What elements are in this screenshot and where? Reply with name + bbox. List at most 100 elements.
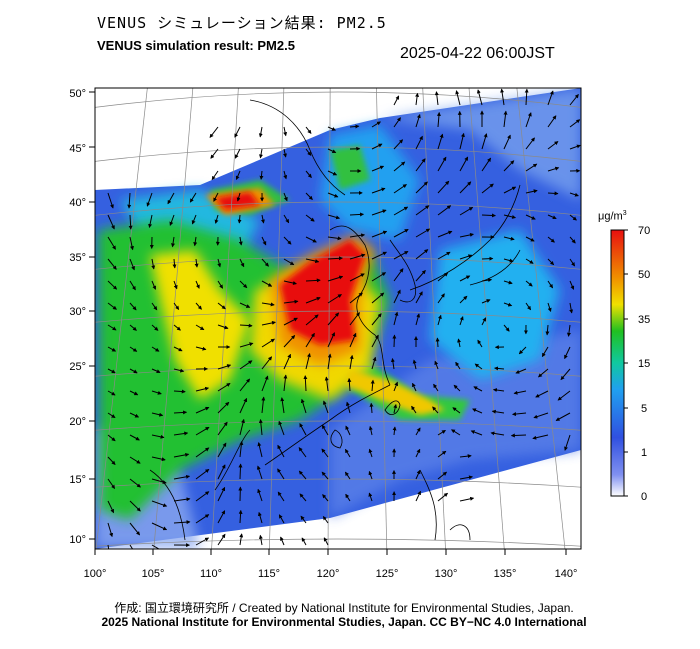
wind-arrow	[322, 494, 329, 502]
wind-arrow	[415, 113, 421, 128]
wind-arrow	[477, 339, 483, 348]
philippines-coast	[419, 469, 471, 541]
longitude-line	[95, 88, 148, 549]
colorbar-label: 70	[638, 225, 650, 237]
colorbar-label: 35	[638, 314, 650, 326]
wind-arrow	[327, 256, 343, 261]
wind-arrow	[437, 133, 444, 150]
latitude-line	[95, 256, 581, 270]
wind-arrow	[277, 491, 285, 502]
wind-arrow	[191, 214, 197, 225]
wind-arrow	[129, 434, 140, 441]
wind-arrow	[217, 382, 231, 392]
wind-arrow	[349, 354, 354, 370]
wind-arrow	[173, 368, 185, 373]
wind-arrow	[415, 92, 420, 106]
copyright-line: 2025 National Institute for Environmenta…	[101, 615, 587, 629]
wind-arrow	[129, 346, 138, 352]
colorbar-label: 50	[638, 269, 650, 281]
wind-arrow	[107, 302, 117, 310]
wind-arrow	[195, 324, 205, 331]
wind-arrow	[107, 522, 114, 538]
wind-arrow	[368, 492, 373, 502]
wind-arrow	[547, 115, 557, 128]
wind-arrow	[148, 214, 153, 229]
wind-arrow	[371, 121, 381, 128]
wind-arrow	[569, 236, 576, 244]
wind-arrow	[349, 253, 366, 260]
red-core	[280, 240, 365, 345]
wind-arrow	[280, 536, 285, 546]
wind-arrow	[345, 425, 351, 436]
wind-arrow	[107, 236, 116, 250]
wind-arrow	[349, 124, 360, 129]
wind-arrow	[451, 429, 461, 436]
wind-arrow	[195, 468, 210, 480]
wind-arrow	[327, 294, 342, 304]
longitude-line	[211, 88, 239, 549]
wind-arrow	[261, 356, 273, 370]
wind-arrow	[437, 450, 447, 458]
graticule	[95, 88, 581, 549]
wind-arrow	[525, 280, 533, 287]
wind-arrow	[503, 186, 517, 194]
wind-arrow	[305, 314, 319, 326]
latitude-line	[95, 365, 581, 377]
latitude-line	[95, 91, 581, 108]
wind-arrow	[239, 378, 251, 392]
wind-arrow	[490, 431, 505, 436]
wind-arrow	[541, 346, 549, 358]
wind-arrow	[393, 161, 406, 172]
wind-arrow	[415, 427, 421, 436]
wind-arrow	[209, 126, 219, 138]
latitude-line	[95, 310, 581, 323]
wind-arrow	[173, 474, 191, 480]
wind-arrow	[107, 192, 114, 209]
longitude-line	[268, 88, 285, 549]
coastlines	[149, 99, 521, 541]
wind-arrow	[432, 406, 439, 414]
wind-arrow	[347, 377, 352, 392]
wind-arrow	[210, 148, 219, 159]
wind-arrow	[258, 418, 263, 436]
wind-arrow	[393, 404, 398, 414]
wind-arrow	[569, 119, 581, 128]
wind-arrow	[283, 335, 296, 348]
korea-coast	[389, 239, 417, 303]
cyan-east	[430, 230, 560, 380]
longitude-line	[153, 88, 194, 549]
wind-arrow	[345, 401, 351, 414]
axis-ticks	[89, 91, 567, 555]
wind-arrow	[259, 148, 263, 159]
latitude-line	[95, 146, 581, 162]
wind-arrow	[393, 268, 404, 282]
wind-arrow	[368, 470, 373, 480]
wind-arrow	[393, 250, 409, 260]
green-north-2	[330, 145, 370, 190]
page-title-jp: VENUS シミュレーション結果: PM2.5	[97, 14, 387, 32]
wind-arrow	[107, 280, 118, 290]
wind-arrow	[459, 275, 471, 282]
wind-arrow	[481, 256, 494, 261]
wind-arrow	[235, 170, 241, 181]
wind-arrow	[415, 205, 430, 216]
lon-label: 115°	[258, 568, 280, 580]
south-china-coast	[264, 384, 391, 466]
wind-arrow	[459, 496, 475, 502]
wind-arrow	[173, 324, 181, 331]
wind-arrow	[481, 317, 487, 326]
wind-arrow	[283, 236, 292, 245]
wind-arrow	[459, 316, 464, 326]
wind-arrow	[344, 448, 351, 458]
latitude-line	[95, 420, 581, 431]
wind-arrow	[129, 280, 136, 291]
wind-arrow	[283, 126, 288, 137]
wind-arrow	[433, 383, 439, 392]
wind-arrow	[459, 132, 465, 150]
wind-arrow	[415, 135, 423, 150]
wind-arrow	[173, 302, 180, 311]
wind-arrow	[261, 320, 276, 326]
wind-arrow	[151, 412, 164, 417]
wind-arrow	[525, 302, 532, 311]
wind-arrow	[349, 292, 363, 304]
